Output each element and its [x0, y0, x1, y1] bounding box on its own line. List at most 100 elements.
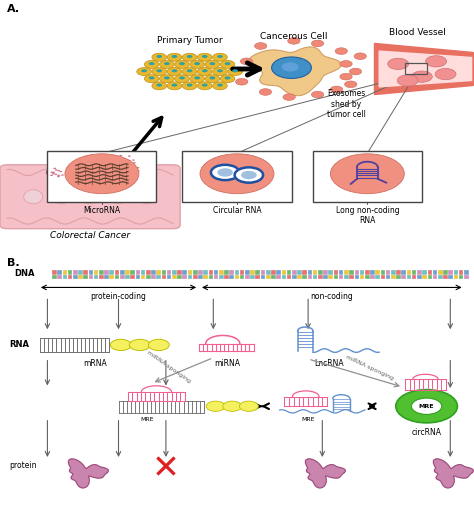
Text: Circular RNA: Circular RNA	[213, 205, 261, 215]
Bar	[47, 151, 156, 202]
Circle shape	[52, 173, 55, 174]
Bar	[162, 270, 166, 275]
Circle shape	[131, 165, 134, 167]
Circle shape	[223, 401, 242, 411]
Circle shape	[197, 82, 212, 90]
Circle shape	[210, 76, 215, 79]
Circle shape	[128, 173, 130, 175]
Text: DNA: DNA	[14, 269, 35, 278]
Text: miRNA sponging: miRNA sponging	[345, 355, 394, 381]
Circle shape	[86, 167, 89, 168]
Text: non-coding: non-coding	[310, 292, 353, 301]
Polygon shape	[305, 459, 346, 488]
Circle shape	[116, 163, 118, 165]
Bar	[417, 270, 422, 275]
Bar	[136, 270, 140, 275]
Bar	[167, 275, 172, 279]
Circle shape	[135, 170, 137, 172]
Circle shape	[99, 170, 101, 172]
Text: Colorectal Cancer: Colorectal Cancer	[50, 231, 130, 240]
Circle shape	[116, 167, 119, 168]
Circle shape	[172, 69, 177, 72]
Circle shape	[220, 75, 235, 83]
Bar	[229, 275, 234, 279]
Circle shape	[167, 53, 182, 61]
Text: miRNA: miRNA	[215, 359, 240, 368]
Circle shape	[225, 62, 230, 65]
Circle shape	[187, 69, 192, 72]
Bar	[349, 270, 354, 275]
Bar	[318, 270, 323, 275]
Bar	[109, 275, 114, 279]
Circle shape	[235, 167, 263, 182]
Bar	[271, 270, 276, 275]
Bar	[104, 270, 109, 275]
Circle shape	[340, 60, 352, 67]
Circle shape	[240, 58, 253, 64]
Circle shape	[217, 83, 223, 86]
Bar	[464, 275, 469, 279]
Bar	[282, 275, 286, 279]
Text: Blood Vessel: Blood Vessel	[389, 28, 446, 37]
Circle shape	[122, 168, 125, 170]
Bar	[313, 270, 318, 275]
Circle shape	[212, 53, 228, 61]
Text: Primary Tumor: Primary Tumor	[157, 36, 222, 45]
Bar	[375, 270, 380, 275]
Circle shape	[97, 175, 100, 176]
Bar	[381, 275, 385, 279]
Text: miRNA sponging: miRNA sponging	[146, 350, 191, 384]
Circle shape	[228, 67, 242, 76]
Text: Long non-coding
RNA: Long non-coding RNA	[336, 205, 399, 225]
Circle shape	[112, 171, 115, 172]
Bar	[297, 270, 302, 275]
Circle shape	[212, 82, 228, 90]
Circle shape	[411, 398, 442, 414]
Bar	[156, 275, 161, 279]
Bar	[405, 62, 427, 74]
Circle shape	[137, 67, 152, 76]
Circle shape	[96, 166, 99, 168]
Circle shape	[282, 62, 299, 72]
Bar	[313, 275, 318, 279]
Bar	[412, 275, 417, 279]
Bar	[448, 275, 453, 279]
Bar	[99, 275, 104, 279]
Polygon shape	[472, 52, 474, 85]
Ellipse shape	[52, 190, 71, 204]
Circle shape	[90, 162, 92, 164]
Bar	[167, 270, 172, 275]
Bar	[250, 270, 255, 275]
Bar	[99, 270, 104, 275]
Circle shape	[149, 76, 155, 79]
Circle shape	[330, 86, 343, 93]
Bar	[94, 270, 99, 275]
Bar	[328, 270, 333, 275]
Bar	[63, 275, 67, 279]
Bar	[386, 270, 391, 275]
Text: protein-coding: protein-coding	[91, 292, 146, 301]
Bar	[240, 275, 245, 279]
Circle shape	[128, 171, 131, 173]
Circle shape	[174, 75, 190, 83]
Bar	[438, 275, 443, 279]
Circle shape	[141, 69, 147, 72]
Bar	[94, 275, 99, 279]
Bar	[214, 270, 219, 275]
Circle shape	[128, 160, 131, 161]
Bar	[318, 275, 323, 279]
Circle shape	[241, 171, 257, 179]
Circle shape	[354, 53, 366, 60]
Circle shape	[239, 401, 258, 411]
Circle shape	[54, 168, 56, 169]
Circle shape	[194, 76, 200, 79]
Circle shape	[202, 55, 208, 58]
Bar	[334, 270, 338, 275]
Bar	[443, 270, 448, 275]
Bar	[203, 270, 208, 275]
Bar	[255, 275, 260, 279]
Circle shape	[110, 339, 131, 351]
Text: A: A	[118, 342, 124, 348]
Bar	[125, 270, 130, 275]
Bar	[464, 270, 469, 275]
